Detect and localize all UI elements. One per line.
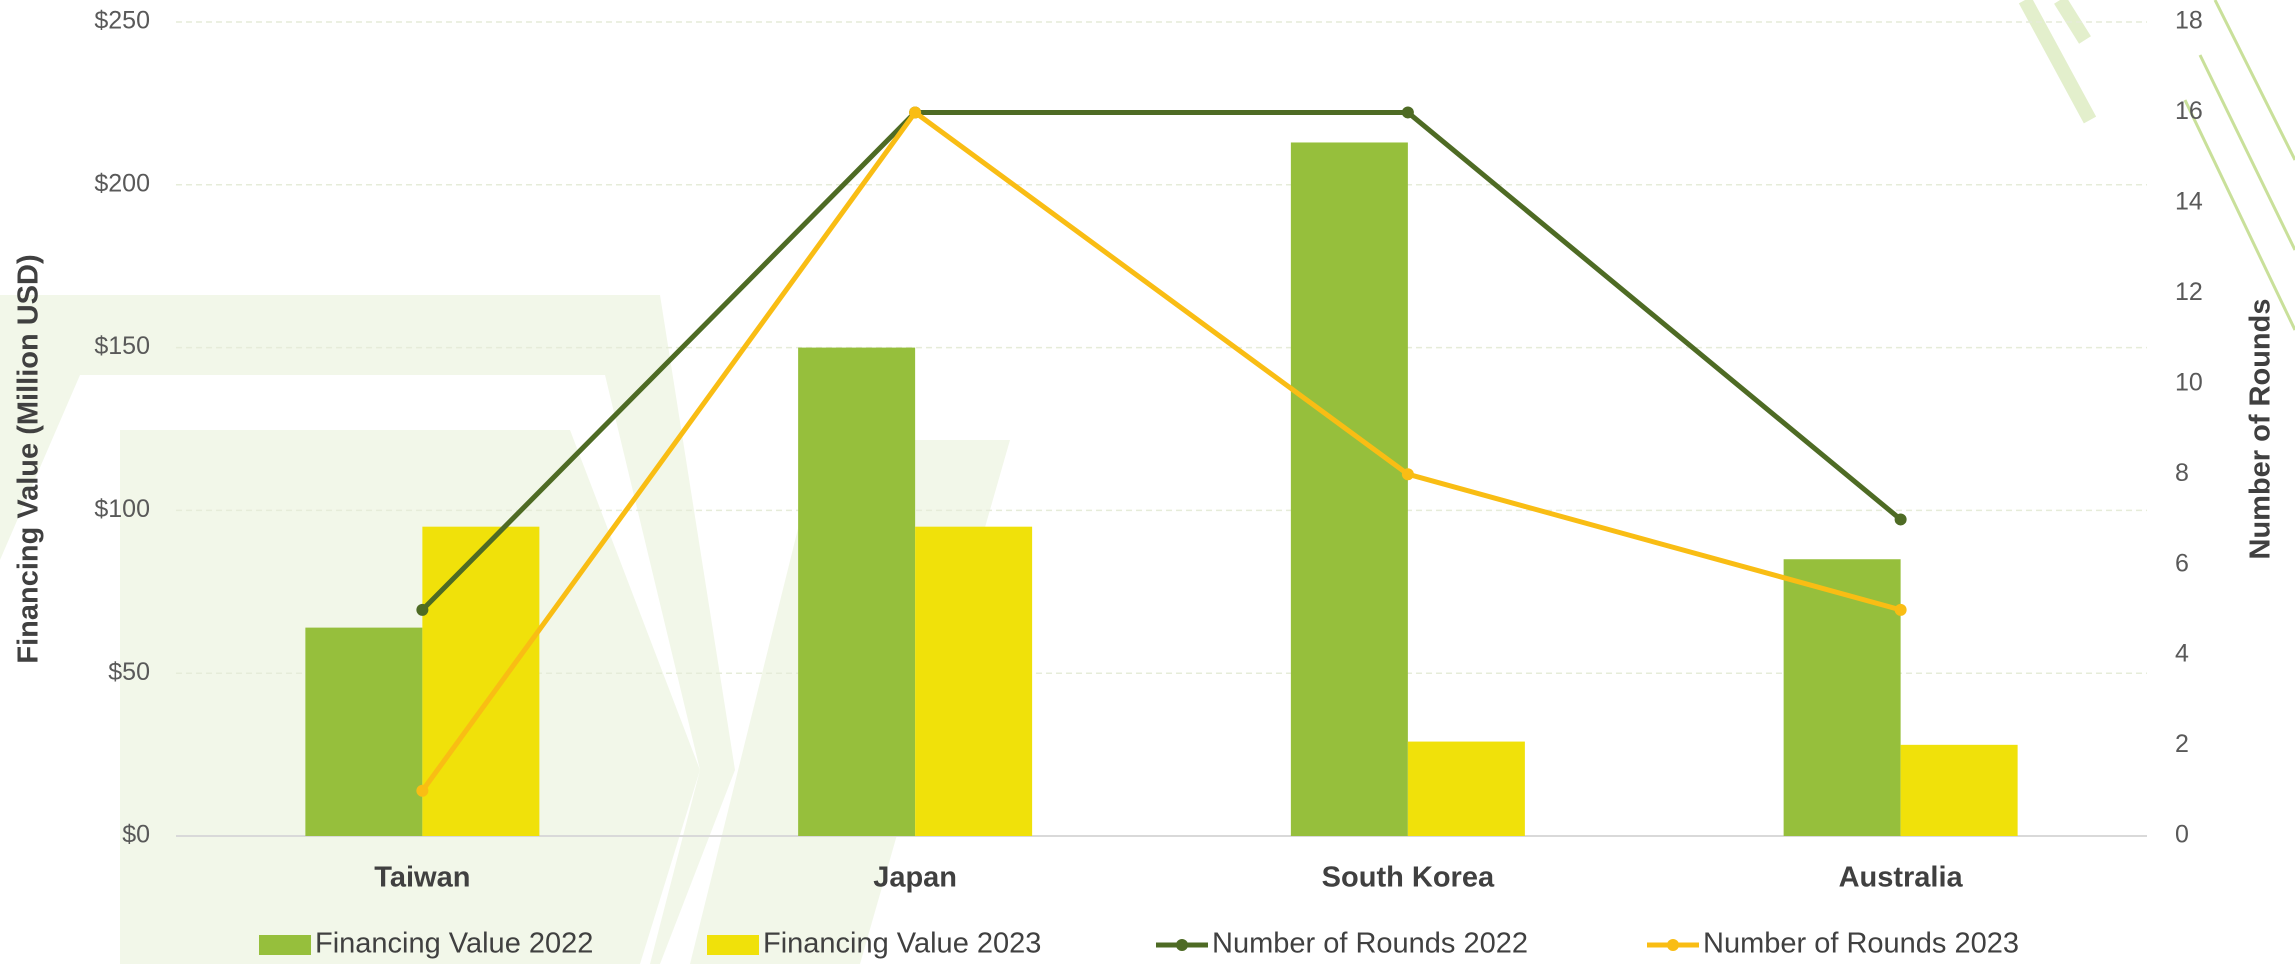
x-tick-label: Australia — [1839, 862, 1964, 894]
y2-tick-label: 4 — [2175, 640, 2189, 668]
legend-swatch — [1176, 939, 1188, 951]
line-marker — [416, 784, 429, 797]
line — [420, 109, 1903, 612]
y2-tick-label: 0 — [2175, 821, 2189, 849]
legend-label: Financing Value 2022 — [315, 928, 593, 960]
x-tick-label: Taiwan — [374, 862, 470, 894]
line-marker — [909, 106, 922, 119]
y-tick-label: $150 — [94, 332, 150, 360]
bar — [1900, 744, 2018, 836]
y2-tick-label: 14 — [2175, 187, 2203, 215]
y-tick-label: $0 — [122, 821, 150, 849]
bar — [915, 526, 1033, 836]
line-marker — [1401, 468, 1414, 481]
x-tick-label: South Korea — [1322, 862, 1495, 894]
line-marker — [1401, 106, 1414, 119]
legend-label: Number of Rounds 2023 — [1703, 928, 2019, 960]
bar — [422, 526, 540, 836]
y-tick-label: $50 — [108, 658, 150, 686]
bar — [1290, 142, 1408, 837]
y-tick-label: $200 — [94, 169, 150, 197]
x-tick-label: Japan — [873, 862, 957, 894]
line-marker — [416, 603, 429, 616]
bar — [798, 347, 916, 836]
bar — [1407, 741, 1525, 836]
legend-label: Number of Rounds 2022 — [1212, 928, 1528, 960]
line — [420, 109, 1902, 793]
y2-tick-label: 8 — [2175, 459, 2189, 487]
line-marker — [1894, 603, 1907, 616]
bar — [305, 627, 423, 836]
y-tick-label: $100 — [94, 495, 150, 523]
legend-swatch — [259, 935, 311, 955]
legend-swatch — [1667, 939, 1679, 951]
y2-tick-label: 12 — [2175, 278, 2203, 306]
legend-swatch — [707, 935, 759, 955]
y2-tick-label: 10 — [2175, 368, 2203, 396]
y2-tick-label: 18 — [2175, 7, 2203, 35]
y2-tick-label: 6 — [2175, 549, 2189, 577]
bar — [1783, 559, 1901, 836]
y-axis-title: Financing Value (Million USD) — [13, 254, 45, 663]
legend-label: Financing Value 2023 — [763, 928, 1041, 960]
y-tick-label: $250 — [94, 7, 150, 35]
line-marker — [1894, 513, 1907, 526]
y2-tick-label: 2 — [2175, 730, 2189, 758]
y2-tick-label: 16 — [2175, 97, 2203, 125]
y2-axis-title: Number of Rounds — [2245, 299, 2277, 560]
